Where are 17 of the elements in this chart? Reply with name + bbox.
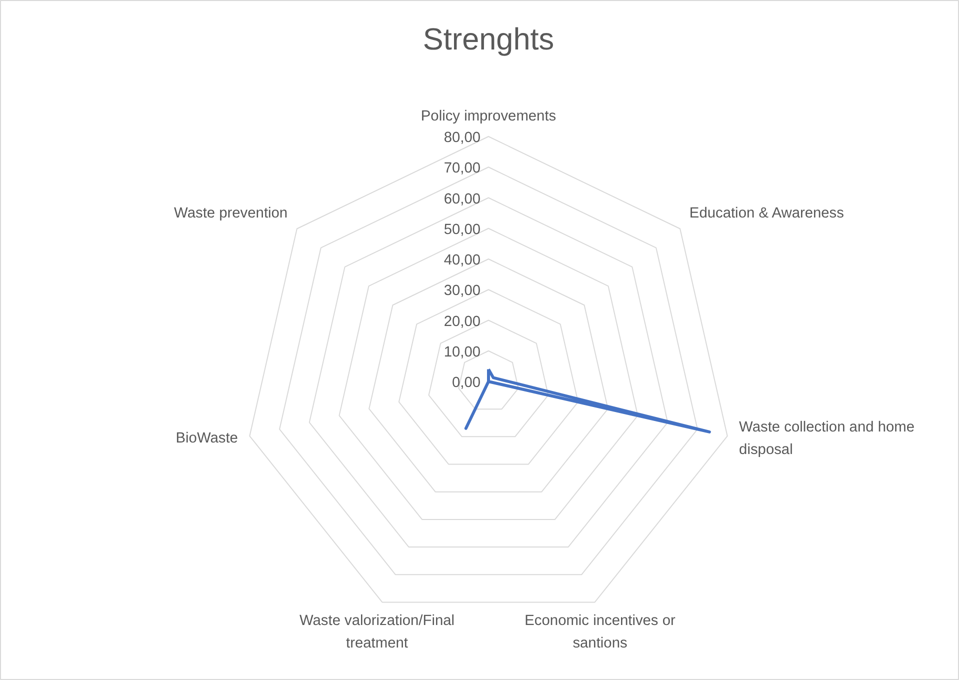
y-tick-label: 80,00 <box>444 130 481 146</box>
y-tick-label: 50,00 <box>444 222 481 238</box>
spoke-label: Policy improvements <box>420 108 556 124</box>
y-tick-label: 70,00 <box>444 160 481 177</box>
spoke-label: BioWaste <box>176 430 238 447</box>
chart-title: Strenghts <box>422 22 554 56</box>
y-tick-label: 0,00 <box>452 375 481 391</box>
spoke-label: Waste valorization/Final treatment <box>299 613 455 652</box>
y-tick-label: 30,00 <box>444 283 481 300</box>
spoke-label: Economic incentives or santions <box>524 613 676 652</box>
y-tick-label: 60,00 <box>444 191 481 208</box>
y-tick-label: 20,00 <box>444 314 481 330</box>
spoke-label: Waste prevention <box>174 205 288 222</box>
y-tick-label: 10,00 <box>444 344 481 360</box>
spoke-label: Education & Awareness <box>689 205 844 222</box>
y-tick-label: 40,00 <box>444 252 481 268</box>
spoke-label: Waste collection and home disposal <box>739 419 914 458</box>
